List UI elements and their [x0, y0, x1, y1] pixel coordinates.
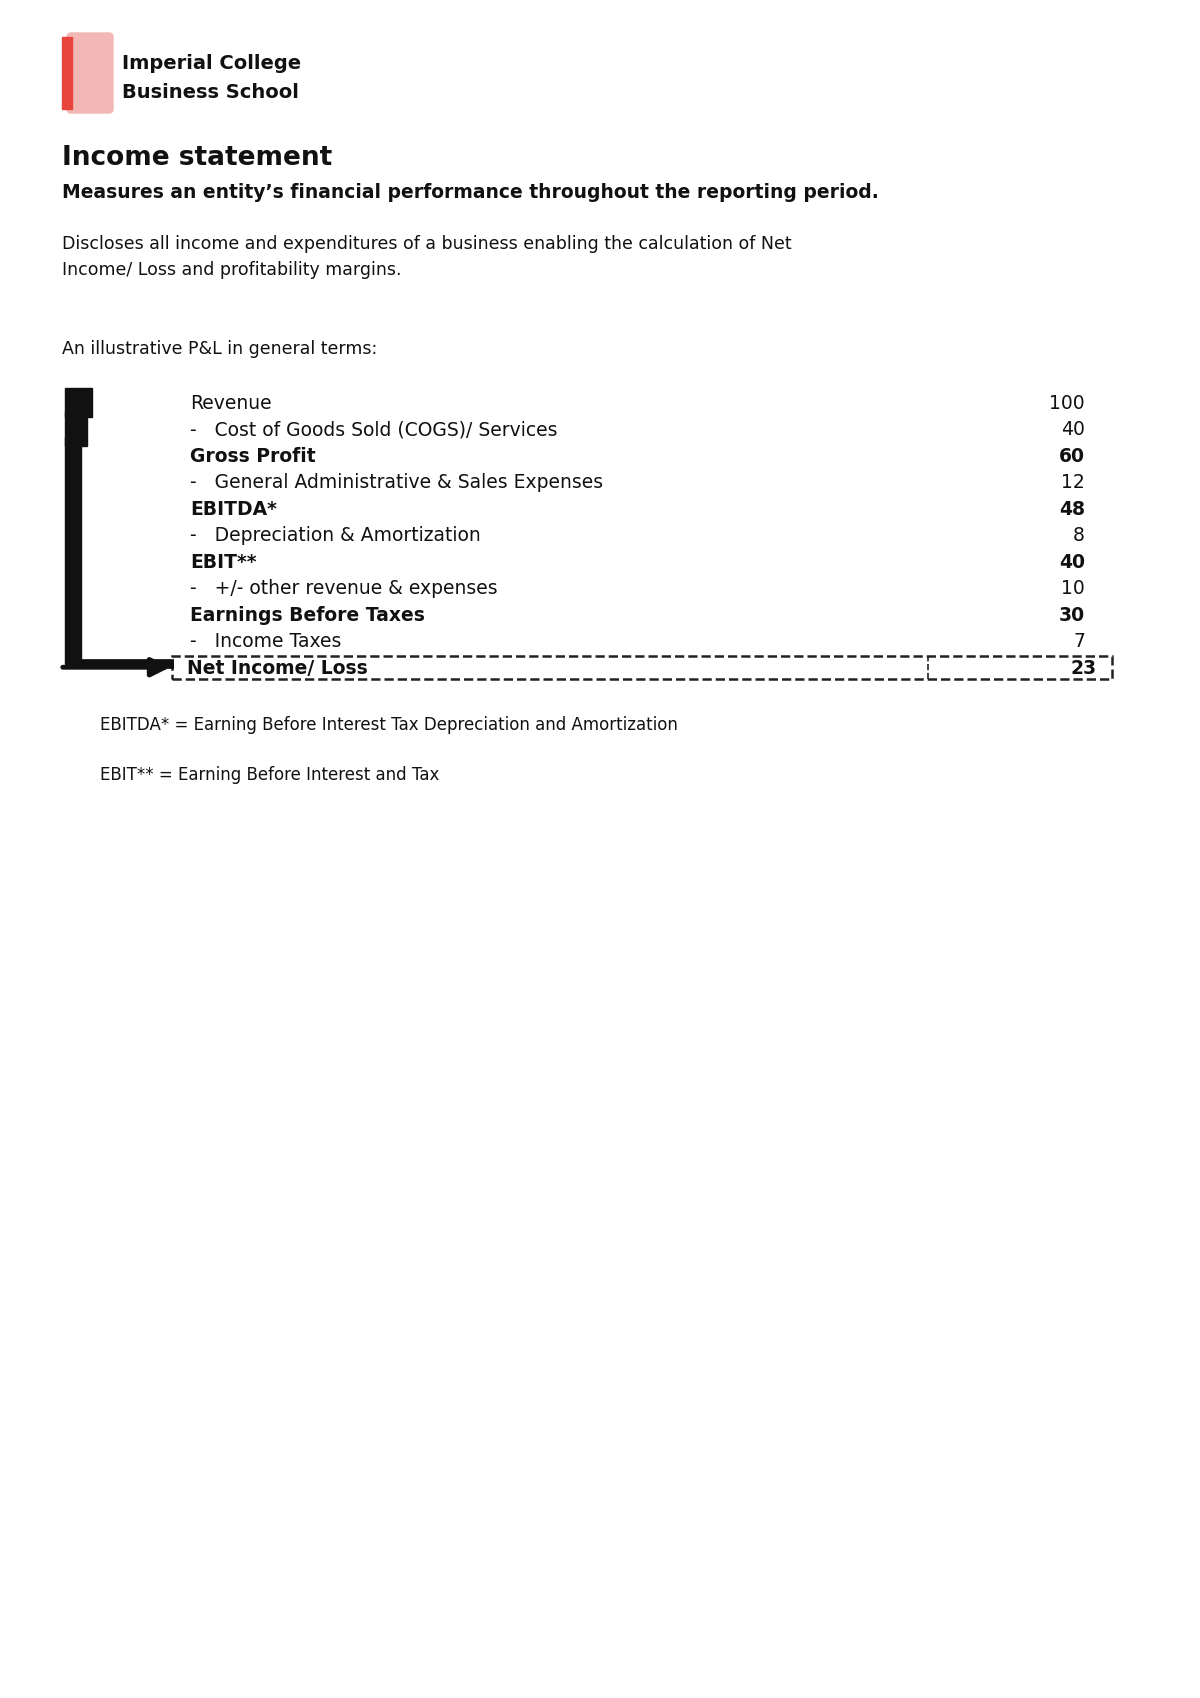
Text: 8: 8 [1073, 526, 1085, 545]
Text: 23: 23 [1070, 659, 1097, 678]
Text: Net Income/ Loss: Net Income/ Loss [187, 659, 367, 678]
Bar [62, 37, 72, 110]
FancyBboxPatch shape [67, 34, 113, 114]
Text: -   +/- other revenue & expenses: - +/- other revenue & expenses [190, 579, 498, 598]
Text: Revenue: Revenue [190, 394, 271, 413]
Text: 40: 40 [1060, 552, 1085, 572]
Text: An illustrative P&L in general terms:: An illustrative P&L in general terms: [62, 340, 377, 358]
Text: -   General Administrative & Sales Expenses: - General Administrative & Sales Expense… [190, 474, 604, 492]
Text: EBITDA*: EBITDA* [190, 499, 277, 518]
Text: Measures an entity’s financial performance throughout the reporting period.: Measures an entity’s financial performan… [62, 183, 878, 202]
Text: Discloses all income and expenditures of a business enabling the calculation of : Discloses all income and expenditures of… [62, 234, 792, 278]
Text: 60: 60 [1060, 447, 1085, 465]
Text: EBIT**: EBIT** [190, 552, 257, 572]
Text: Gross Profit: Gross Profit [190, 447, 316, 465]
Text: -   Cost of Goods Sold (COGS)/ Services: - Cost of Goods Sold (COGS)/ Services [190, 419, 558, 440]
Text: EBITDA* = Earning Before Interest Tax Depreciation and Amortization: EBITDA* = Earning Before Interest Tax De… [100, 717, 678, 734]
Text: 10: 10 [1061, 579, 1085, 598]
Bar [65, 438, 82, 664]
Bar [65, 389, 92, 418]
Text: 48: 48 [1060, 499, 1085, 518]
Text: Imperial College: Imperial College [122, 54, 301, 73]
Text: 30: 30 [1058, 606, 1085, 625]
Text: -   Income Taxes: - Income Taxes [190, 632, 341, 650]
Text: Earnings Before Taxes: Earnings Before Taxes [190, 606, 425, 625]
Text: Business School: Business School [122, 83, 299, 102]
Text: 40: 40 [1061, 419, 1085, 440]
Text: EBIT** = Earning Before Interest and Tax: EBIT** = Earning Before Interest and Tax [100, 766, 439, 784]
Bar [172, 657, 1112, 679]
Text: 12: 12 [1061, 474, 1085, 492]
Text: 100: 100 [1049, 394, 1085, 413]
Text: -   Depreciation & Amortization: - Depreciation & Amortization [190, 526, 481, 545]
Text: 7: 7 [1073, 632, 1085, 650]
Bar [65, 413, 88, 447]
Text: Income statement: Income statement [62, 144, 332, 171]
